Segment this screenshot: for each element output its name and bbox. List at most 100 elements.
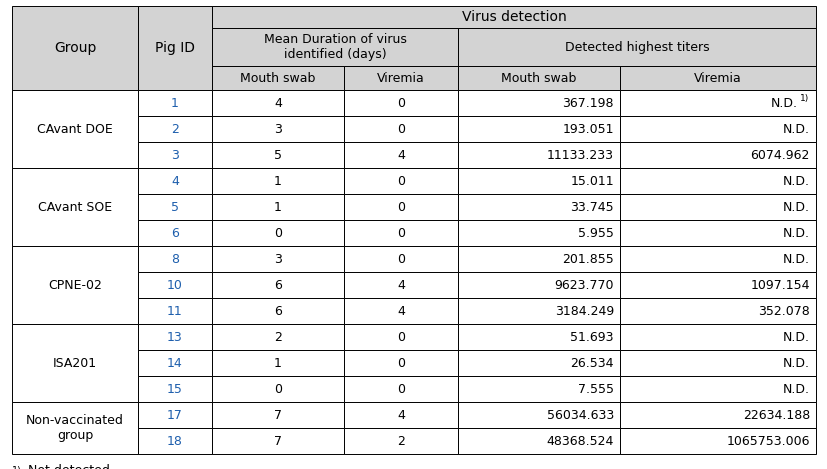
Bar bbox=[457, 272, 619, 298]
Bar bbox=[343, 350, 457, 376]
Text: 1: 1 bbox=[274, 356, 282, 370]
Bar bbox=[212, 350, 343, 376]
Bar bbox=[343, 428, 457, 454]
Text: 4: 4 bbox=[397, 408, 404, 422]
Bar bbox=[138, 428, 212, 454]
Bar bbox=[212, 90, 343, 116]
Bar bbox=[457, 168, 619, 194]
Text: 193.051: 193.051 bbox=[562, 122, 614, 136]
Bar bbox=[212, 324, 343, 350]
Bar bbox=[343, 220, 457, 246]
Bar bbox=[12, 6, 138, 90]
Text: 1: 1 bbox=[274, 201, 282, 213]
Bar bbox=[212, 6, 815, 28]
Bar bbox=[619, 376, 815, 402]
Text: N.D.: N.D. bbox=[782, 174, 809, 188]
Bar bbox=[343, 168, 457, 194]
Text: 1): 1) bbox=[799, 93, 808, 103]
Text: 15: 15 bbox=[167, 383, 183, 395]
Text: 352.078: 352.078 bbox=[758, 304, 809, 318]
Text: Mouth swab: Mouth swab bbox=[240, 71, 315, 84]
Text: 2: 2 bbox=[397, 434, 404, 447]
Text: 4: 4 bbox=[397, 149, 404, 161]
Bar bbox=[212, 168, 343, 194]
Bar bbox=[212, 272, 343, 298]
Text: 5: 5 bbox=[171, 201, 179, 213]
Bar bbox=[212, 298, 343, 324]
Text: Pig ID: Pig ID bbox=[155, 41, 195, 55]
Bar bbox=[619, 66, 815, 90]
Bar bbox=[343, 376, 457, 402]
Bar bbox=[457, 376, 619, 402]
Bar bbox=[12, 246, 138, 324]
Bar bbox=[343, 298, 457, 324]
Text: 9623.770: 9623.770 bbox=[554, 279, 614, 292]
Text: N.D.: N.D. bbox=[782, 383, 809, 395]
Bar bbox=[212, 116, 343, 142]
Bar bbox=[138, 298, 212, 324]
Text: 17: 17 bbox=[167, 408, 183, 422]
Bar bbox=[212, 402, 343, 428]
Text: 3: 3 bbox=[274, 122, 282, 136]
Text: 0: 0 bbox=[396, 97, 404, 109]
Text: Viremia: Viremia bbox=[693, 71, 741, 84]
Bar bbox=[138, 272, 212, 298]
Text: 367.198: 367.198 bbox=[562, 97, 614, 109]
Text: 0: 0 bbox=[396, 227, 404, 240]
Text: 51.693: 51.693 bbox=[570, 331, 614, 343]
Text: Group: Group bbox=[54, 41, 96, 55]
Text: 1065753.006: 1065753.006 bbox=[725, 434, 809, 447]
Bar bbox=[619, 350, 815, 376]
Bar bbox=[619, 90, 815, 116]
Text: 0: 0 bbox=[396, 252, 404, 265]
Bar bbox=[457, 90, 619, 116]
Bar bbox=[343, 272, 457, 298]
Bar bbox=[138, 194, 212, 220]
Text: 14: 14 bbox=[167, 356, 183, 370]
Text: N.D.: N.D. bbox=[770, 97, 797, 109]
Bar bbox=[138, 402, 212, 428]
Text: 4: 4 bbox=[274, 97, 282, 109]
Bar bbox=[212, 376, 343, 402]
Bar bbox=[457, 142, 619, 168]
Bar bbox=[138, 90, 212, 116]
Bar bbox=[343, 90, 457, 116]
Bar bbox=[212, 28, 457, 66]
Bar bbox=[457, 298, 619, 324]
Bar bbox=[343, 324, 457, 350]
Text: 13: 13 bbox=[167, 331, 183, 343]
Text: 11: 11 bbox=[167, 304, 183, 318]
Bar bbox=[619, 272, 815, 298]
Text: N.D.: N.D. bbox=[782, 331, 809, 343]
Text: 1: 1 bbox=[274, 174, 282, 188]
Text: 11133.233: 11133.233 bbox=[547, 149, 614, 161]
Text: 0: 0 bbox=[396, 383, 404, 395]
Text: Mouth swab: Mouth swab bbox=[500, 71, 576, 84]
Text: 0: 0 bbox=[274, 383, 282, 395]
Text: 22634.188: 22634.188 bbox=[742, 408, 809, 422]
Text: 3: 3 bbox=[274, 252, 282, 265]
Bar bbox=[457, 28, 815, 66]
Text: 18: 18 bbox=[167, 434, 183, 447]
Bar bbox=[138, 220, 212, 246]
Text: 3184.249: 3184.249 bbox=[554, 304, 614, 318]
Bar bbox=[457, 428, 619, 454]
Bar bbox=[457, 324, 619, 350]
Bar bbox=[619, 220, 815, 246]
Bar bbox=[619, 168, 815, 194]
Bar bbox=[138, 168, 212, 194]
Text: N.D.: N.D. bbox=[782, 227, 809, 240]
Text: 0: 0 bbox=[274, 227, 282, 240]
Bar bbox=[619, 194, 815, 220]
Bar bbox=[12, 90, 138, 168]
Bar bbox=[343, 66, 457, 90]
Text: 6: 6 bbox=[274, 304, 282, 318]
Bar bbox=[457, 66, 619, 90]
Bar bbox=[343, 116, 457, 142]
Bar bbox=[457, 220, 619, 246]
Bar bbox=[619, 116, 815, 142]
Text: Viremia: Viremia bbox=[376, 71, 424, 84]
Text: 0: 0 bbox=[396, 331, 404, 343]
Text: 0: 0 bbox=[396, 122, 404, 136]
Bar bbox=[12, 324, 138, 402]
